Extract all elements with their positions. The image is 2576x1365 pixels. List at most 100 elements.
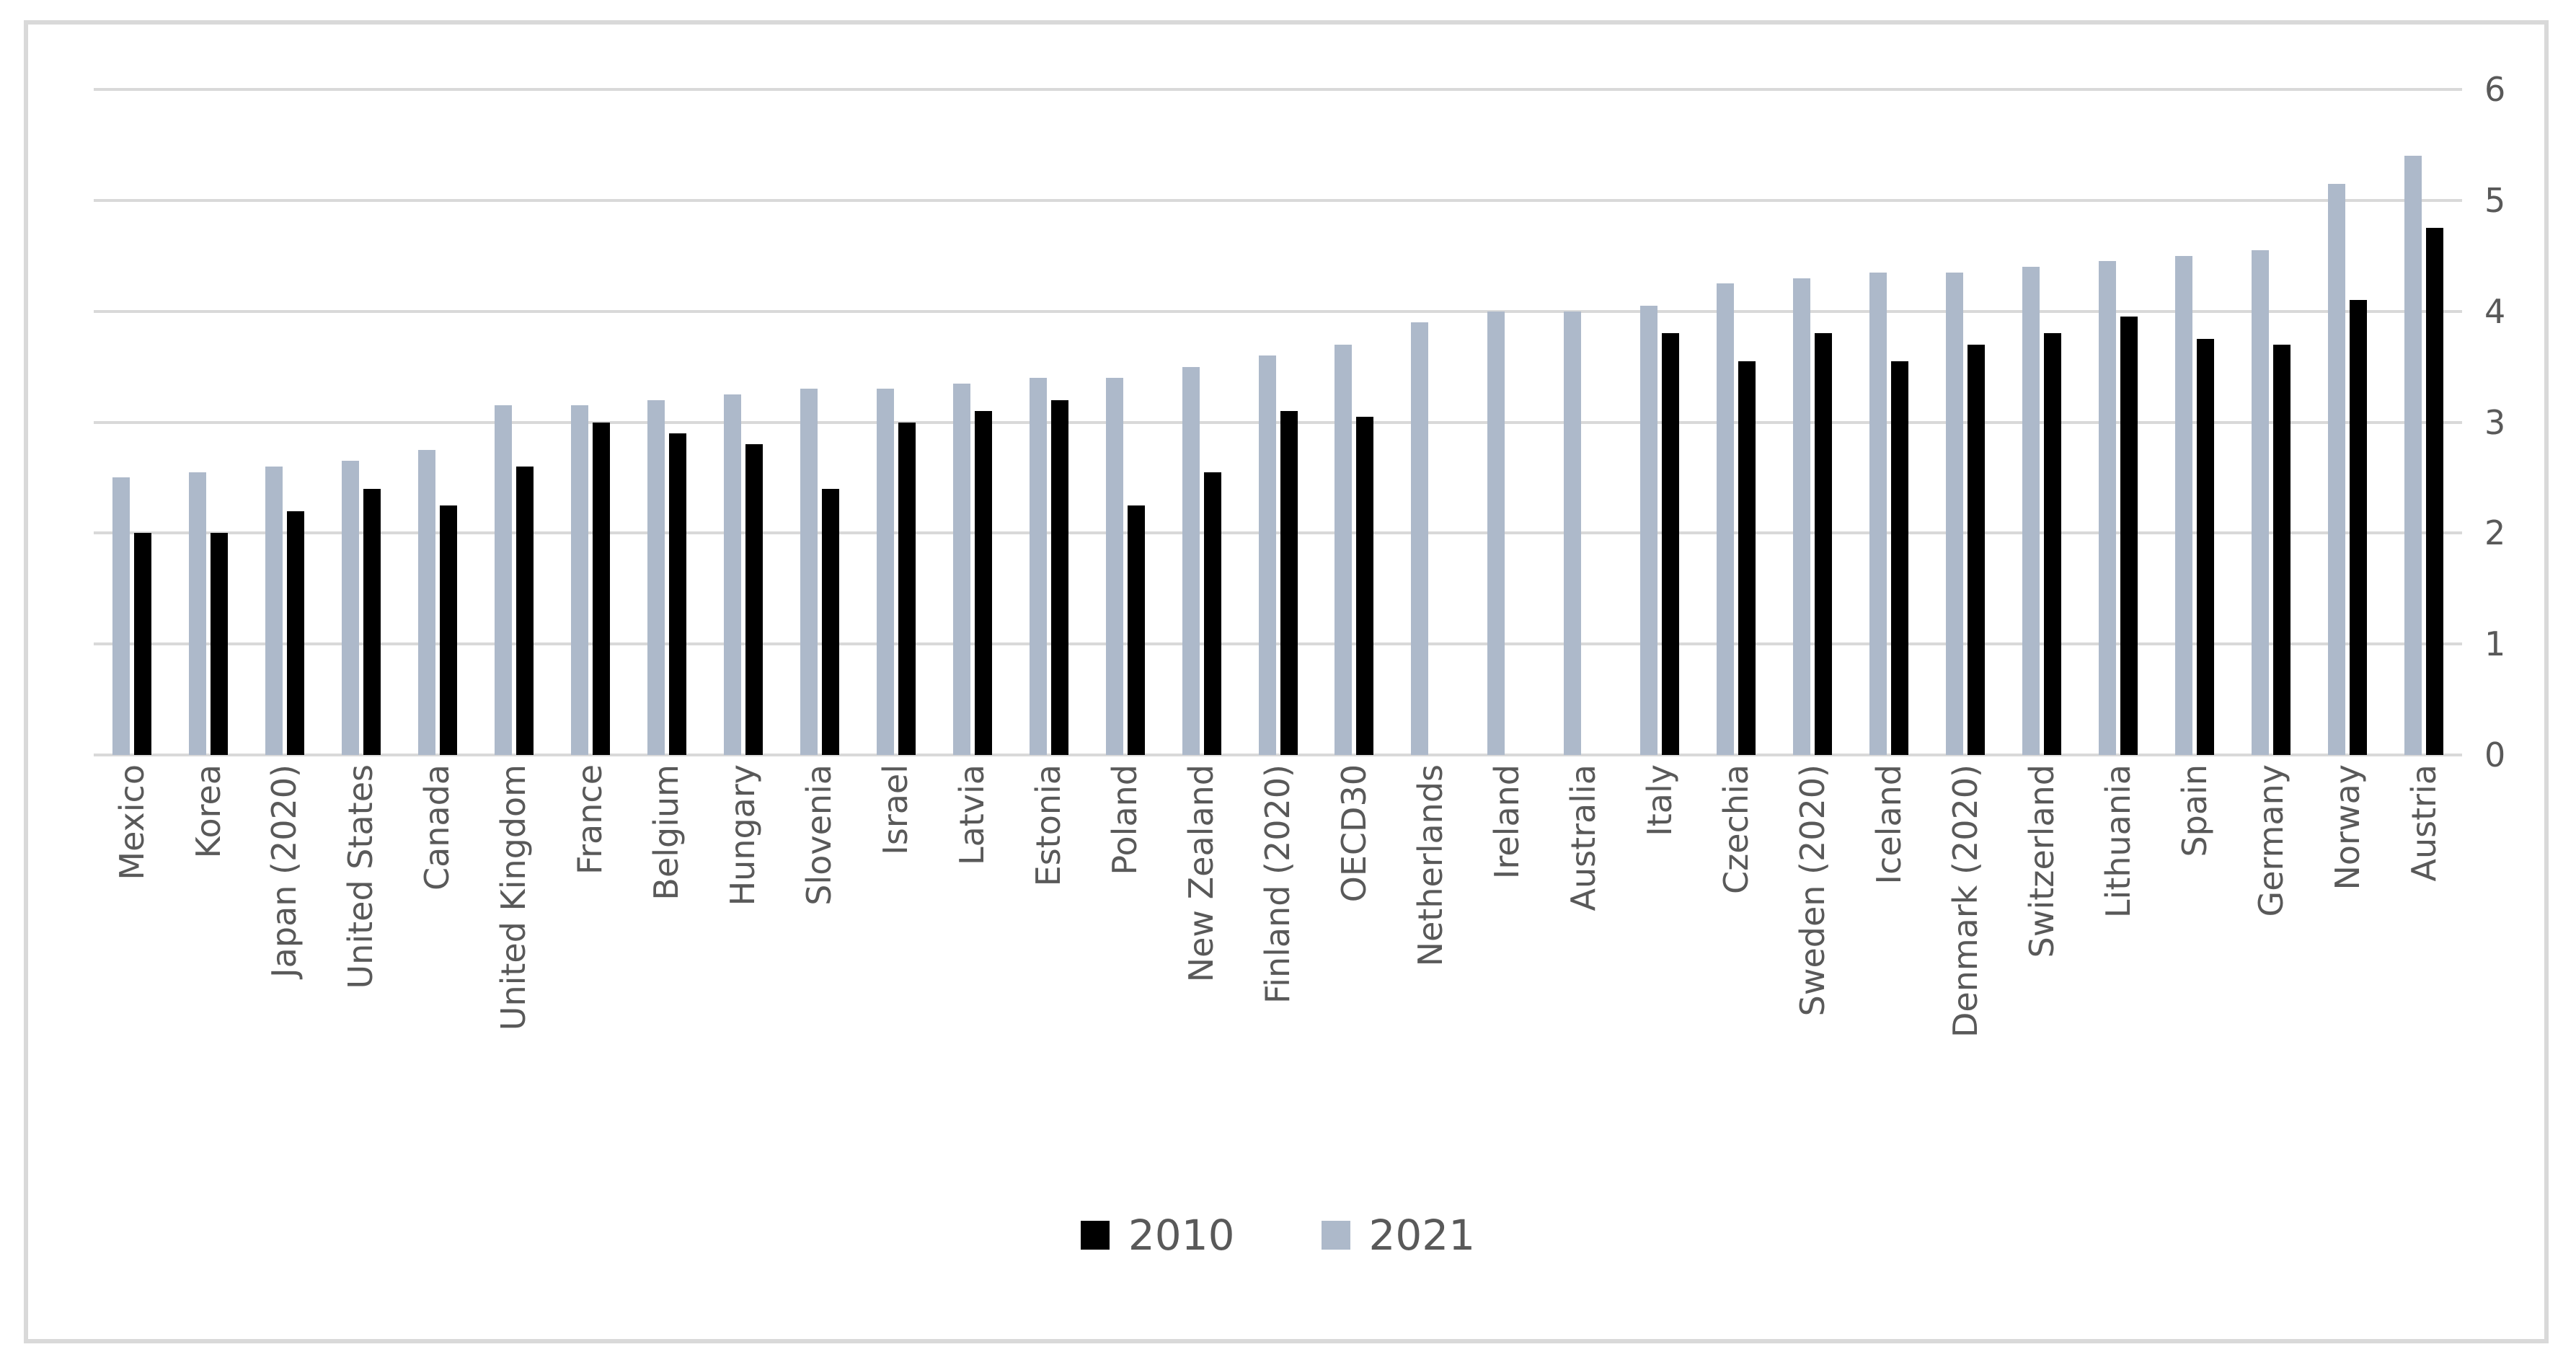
x-label: Spain	[2174, 764, 2214, 857]
bar-group-france	[552, 89, 629, 755]
y-tick-label-4: 4	[2484, 291, 2506, 331]
bar-2010	[2197, 339, 2215, 755]
x-label: Iceland	[1869, 764, 1908, 885]
gridline-y-6	[94, 88, 2462, 91]
gridline-y-4	[94, 309, 2462, 313]
x-label-cell: Austria	[2386, 764, 2462, 1233]
bar-2021	[1640, 305, 1658, 755]
x-label-cell: Israel	[858, 764, 934, 1233]
legend-label: 2021	[1368, 1211, 1476, 1260]
x-label-cell: Finland (2020)	[1240, 764, 1316, 1233]
bar-group-netherlands	[1392, 89, 1469, 755]
x-label-cell: New Zealand	[1164, 764, 1240, 1233]
y-tick-label-5: 5	[2484, 180, 2506, 220]
x-label: Austria	[2404, 764, 2443, 882]
x-label-cell: Sweden (2020)	[1774, 764, 1851, 1233]
x-label-cell: Netherlands	[1392, 764, 1469, 1233]
bar-2021	[1869, 272, 1887, 755]
gridline-y-2	[94, 531, 2462, 535]
bar-group-germany	[2233, 89, 2309, 755]
bar-2010	[821, 488, 839, 755]
bar-2010	[1280, 411, 1298, 755]
x-label: Finland (2020)	[1258, 764, 1298, 1004]
bar-2021	[1564, 311, 1582, 755]
x-label-cell: Spain	[2156, 764, 2233, 1233]
x-label-cell: Japan (2020)	[247, 764, 323, 1233]
bar-2021	[2404, 156, 2422, 755]
bar-group-austria	[2386, 89, 2462, 755]
bar-group-mexico	[94, 89, 170, 755]
x-label: Mexico	[112, 764, 151, 880]
bar-2010	[1815, 333, 1833, 755]
bar-2010	[2273, 344, 2291, 755]
x-label-cell: Estonia	[1011, 764, 1087, 1233]
y-tick-label-1: 1	[2484, 624, 2506, 664]
x-label: New Zealand	[1182, 764, 1221, 983]
bar-2010	[133, 533, 151, 755]
bar-group-belgium	[629, 89, 705, 755]
x-label-cell: Italy	[1621, 764, 1698, 1233]
bar-2021	[1029, 377, 1047, 755]
x-label-cell: Slovenia	[782, 764, 858, 1233]
plot-area	[94, 88, 2462, 756]
x-label-cell: Canada	[399, 764, 476, 1233]
bar-2021	[570, 405, 588, 755]
y-tick-label-3: 3	[2484, 402, 2506, 442]
x-label: Israel	[876, 764, 916, 855]
x-label-cell: Korea	[170, 764, 247, 1233]
x-label-cell: Latvia	[934, 764, 1011, 1233]
x-label-cell: France	[552, 764, 629, 1233]
x-label-cell: Belgium	[629, 764, 705, 1233]
legend-label: 2010	[1128, 1211, 1235, 1260]
bar-2010	[1356, 416, 1374, 755]
bar-2021	[1793, 278, 1811, 755]
bar-2021	[265, 467, 283, 755]
x-label: Czechia	[1716, 764, 1756, 894]
bar-group-switzerland	[2004, 89, 2080, 755]
bar-group-canada	[399, 89, 476, 755]
gridline-y-5	[94, 198, 2462, 202]
bar-group-hungary	[705, 89, 782, 755]
bar-2010	[668, 433, 686, 755]
x-label: Latvia	[952, 764, 992, 866]
bar-2010	[1127, 505, 1145, 755]
bar-group-israel	[858, 89, 934, 755]
bar-group-czechia	[1698, 89, 1774, 755]
x-label: Ireland	[1487, 764, 1526, 880]
bar-2010	[1662, 333, 1680, 755]
x-label-cell: Australia	[1545, 764, 1621, 1233]
bar-group-norway	[2309, 89, 2386, 755]
x-label: OECD30	[1335, 764, 1374, 903]
legend: 2010 2021	[94, 1203, 2462, 1268]
bar-group-new-zealand	[1164, 89, 1240, 755]
bar-2021	[2099, 261, 2117, 755]
bar-2021	[417, 449, 435, 755]
bar-group-finland-2020	[1240, 89, 1316, 755]
gridline-y-1	[94, 642, 2462, 646]
bar-2010	[898, 422, 916, 755]
bar-group-lithuania	[2080, 89, 2156, 755]
x-label-cell: Switzerland	[2004, 764, 2080, 1233]
bar-group-australia	[1545, 89, 1621, 755]
x-label: Sweden (2020)	[1792, 764, 1832, 1017]
x-label-cell: United States	[323, 764, 399, 1233]
bar-2021	[1258, 355, 1276, 755]
bar-2021	[1946, 272, 1964, 755]
gridlines	[94, 88, 2462, 756]
bar-group-united-kingdom	[476, 89, 552, 755]
bar-group-spain	[2156, 89, 2233, 755]
x-label: Switzerland	[2022, 764, 2061, 958]
bar-2010	[2044, 333, 2062, 755]
x-label: Denmark (2020)	[1945, 764, 1985, 1038]
bar-group-iceland	[1851, 89, 1927, 755]
bar-2021	[2328, 183, 2346, 755]
y-tick-label-0: 0	[2484, 735, 2506, 774]
x-label: United States	[341, 764, 381, 989]
bar-2010	[2120, 317, 2138, 755]
x-label-cell: Norway	[2309, 764, 2386, 1233]
bar-group-japan-2020	[247, 89, 323, 755]
bar-group-latvia	[934, 89, 1011, 755]
bar-group-sweden-2020	[1774, 89, 1851, 755]
